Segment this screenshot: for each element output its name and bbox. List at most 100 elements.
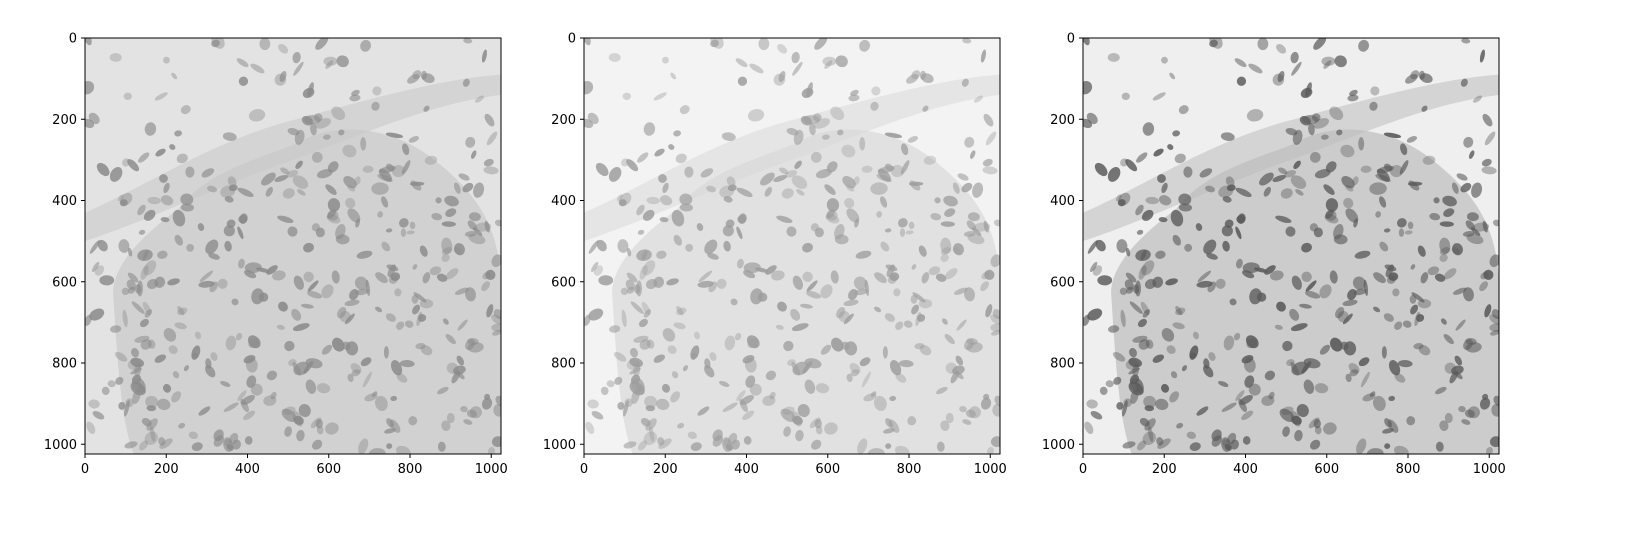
cell-nucleus	[245, 357, 258, 373]
cell-nucleus	[441, 420, 451, 432]
cell-nucleus	[935, 273, 947, 282]
cell-nucleus	[877, 168, 891, 182]
cell-nucleus	[769, 391, 776, 400]
cell-nucleus	[244, 270, 257, 279]
cell-nucleus	[436, 273, 448, 282]
cell-nucleus	[679, 193, 693, 206]
cell-nucleus	[613, 351, 627, 362]
cell-nucleus	[952, 365, 965, 375]
cell-nucleus	[644, 395, 658, 408]
cell-nucleus	[1303, 379, 1315, 394]
cell-nucleus	[676, 305, 684, 316]
cell-nucleus	[719, 185, 735, 198]
y-tick-label: 1000	[1042, 438, 1075, 453]
cell-nucleus	[1161, 328, 1175, 342]
cell-nucleus	[762, 395, 776, 406]
cell-nucleus	[400, 228, 407, 237]
cell-nucleus	[1481, 158, 1492, 167]
cell-nucleus	[1372, 395, 1386, 412]
cell-nucleus	[1482, 220, 1488, 233]
cell-nucleus	[266, 265, 278, 275]
cell-nucleus	[160, 217, 170, 223]
cell-nucleus	[884, 163, 894, 172]
cell-nucleus	[1369, 391, 1376, 397]
cell-nucleus	[415, 343, 426, 350]
cell-nucleus	[482, 271, 491, 280]
cell-nucleus	[730, 298, 738, 306]
cell-nucleus	[362, 165, 374, 173]
cell-nucleus	[280, 167, 290, 175]
cell-nucleus	[1270, 270, 1284, 281]
cell-nucleus	[654, 148, 665, 157]
cell-nucleus	[888, 419, 900, 433]
x-axis-3: 0 200 400 600 800 1000	[1079, 454, 1506, 477]
cell-nucleus	[385, 132, 404, 139]
cell-nucleus	[682, 365, 689, 372]
cell-nucleus	[491, 254, 501, 268]
cell-nucleus	[1404, 230, 1413, 235]
cell-nucleus	[870, 182, 888, 195]
cell-nucleus	[1383, 313, 1394, 322]
cell-nucleus	[1460, 182, 1472, 193]
cell-nucleus	[302, 87, 315, 99]
x-tick-label: 400	[235, 462, 260, 477]
cell-nucleus	[1092, 265, 1103, 276]
cell-nucleus	[399, 360, 415, 368]
y-tick-label: 400	[551, 194, 576, 209]
cell-nucleus	[626, 272, 638, 283]
cell-nucleus	[1320, 134, 1329, 140]
cell-nucleus	[873, 395, 887, 412]
cell-nucleus	[1358, 39, 1370, 52]
cell-nucleus	[1143, 395, 1157, 408]
cell-nucleus	[1142, 431, 1157, 445]
cell-nucleus	[110, 325, 122, 333]
cell-nucleus	[124, 441, 138, 449]
cell-nucleus	[771, 270, 785, 281]
cell-nucleus	[347, 373, 354, 383]
cell-nucleus	[1142, 309, 1151, 318]
cell-nucleus	[101, 386, 110, 396]
cell-nucleus	[344, 313, 355, 325]
y-tick-2-1: 200	[551, 113, 584, 128]
cell-nucleus	[1393, 445, 1409, 454]
cell-nucleus	[671, 371, 679, 379]
cell-nucleus	[1334, 55, 1347, 68]
cell-nucleus	[684, 166, 694, 178]
cell-nucleus	[1342, 299, 1358, 307]
cell-nucleus	[1407, 221, 1414, 230]
cell-nucleus	[786, 226, 797, 237]
cell-nucleus	[1323, 60, 1332, 69]
cell-nucleus	[991, 329, 1000, 336]
cell-nucleus	[791, 361, 801, 376]
cell-nucleus	[464, 231, 477, 237]
cell-nucleus	[1435, 386, 1447, 395]
cell-nucleus	[696, 223, 704, 231]
cell-nucleus	[265, 186, 273, 197]
cell-nucleus	[923, 155, 937, 165]
cell-nucleus	[336, 55, 349, 68]
cell-nucleus	[810, 223, 819, 232]
cell-nucleus	[270, 391, 277, 400]
cell-nucleus	[493, 403, 501, 417]
cell-nucleus	[1170, 371, 1178, 379]
cell-nucleus	[859, 137, 866, 151]
cell-nucleus	[900, 160, 910, 175]
cell-nucleus	[1285, 226, 1296, 237]
image-panel-2: 0 200 400 600 800 1000 0 200 400 600 800…	[543, 32, 1007, 478]
cell-nucleus	[1125, 359, 1140, 370]
cell-nucleus	[1410, 304, 1419, 315]
cell-nucleus	[831, 337, 844, 352]
cell-nucleus	[391, 165, 405, 178]
cell-nucleus	[675, 153, 687, 164]
cell-nucleus	[402, 143, 410, 156]
cell-nucleus	[1206, 253, 1218, 260]
cell-nucleus	[250, 383, 263, 396]
cell-nucleus	[180, 105, 191, 115]
cell-nucleus	[588, 240, 599, 254]
cell-nucleus	[874, 306, 882, 313]
cell-nucleus	[854, 288, 868, 296]
cell-nucleus	[1358, 357, 1370, 367]
cell-nucleus	[331, 270, 340, 284]
cell-nucleus	[118, 402, 126, 410]
cell-nucleus	[97, 239, 108, 252]
